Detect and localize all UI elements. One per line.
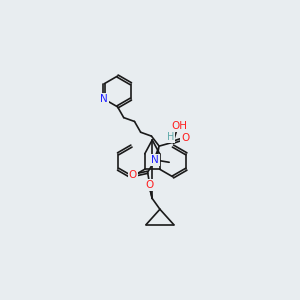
Text: N: N bbox=[100, 94, 108, 104]
Polygon shape bbox=[154, 146, 159, 160]
Text: H: H bbox=[167, 132, 174, 142]
Text: O: O bbox=[181, 134, 189, 143]
Text: N: N bbox=[152, 155, 159, 165]
Text: O: O bbox=[129, 169, 137, 180]
Text: OH: OH bbox=[171, 121, 187, 131]
Text: O: O bbox=[146, 180, 154, 190]
